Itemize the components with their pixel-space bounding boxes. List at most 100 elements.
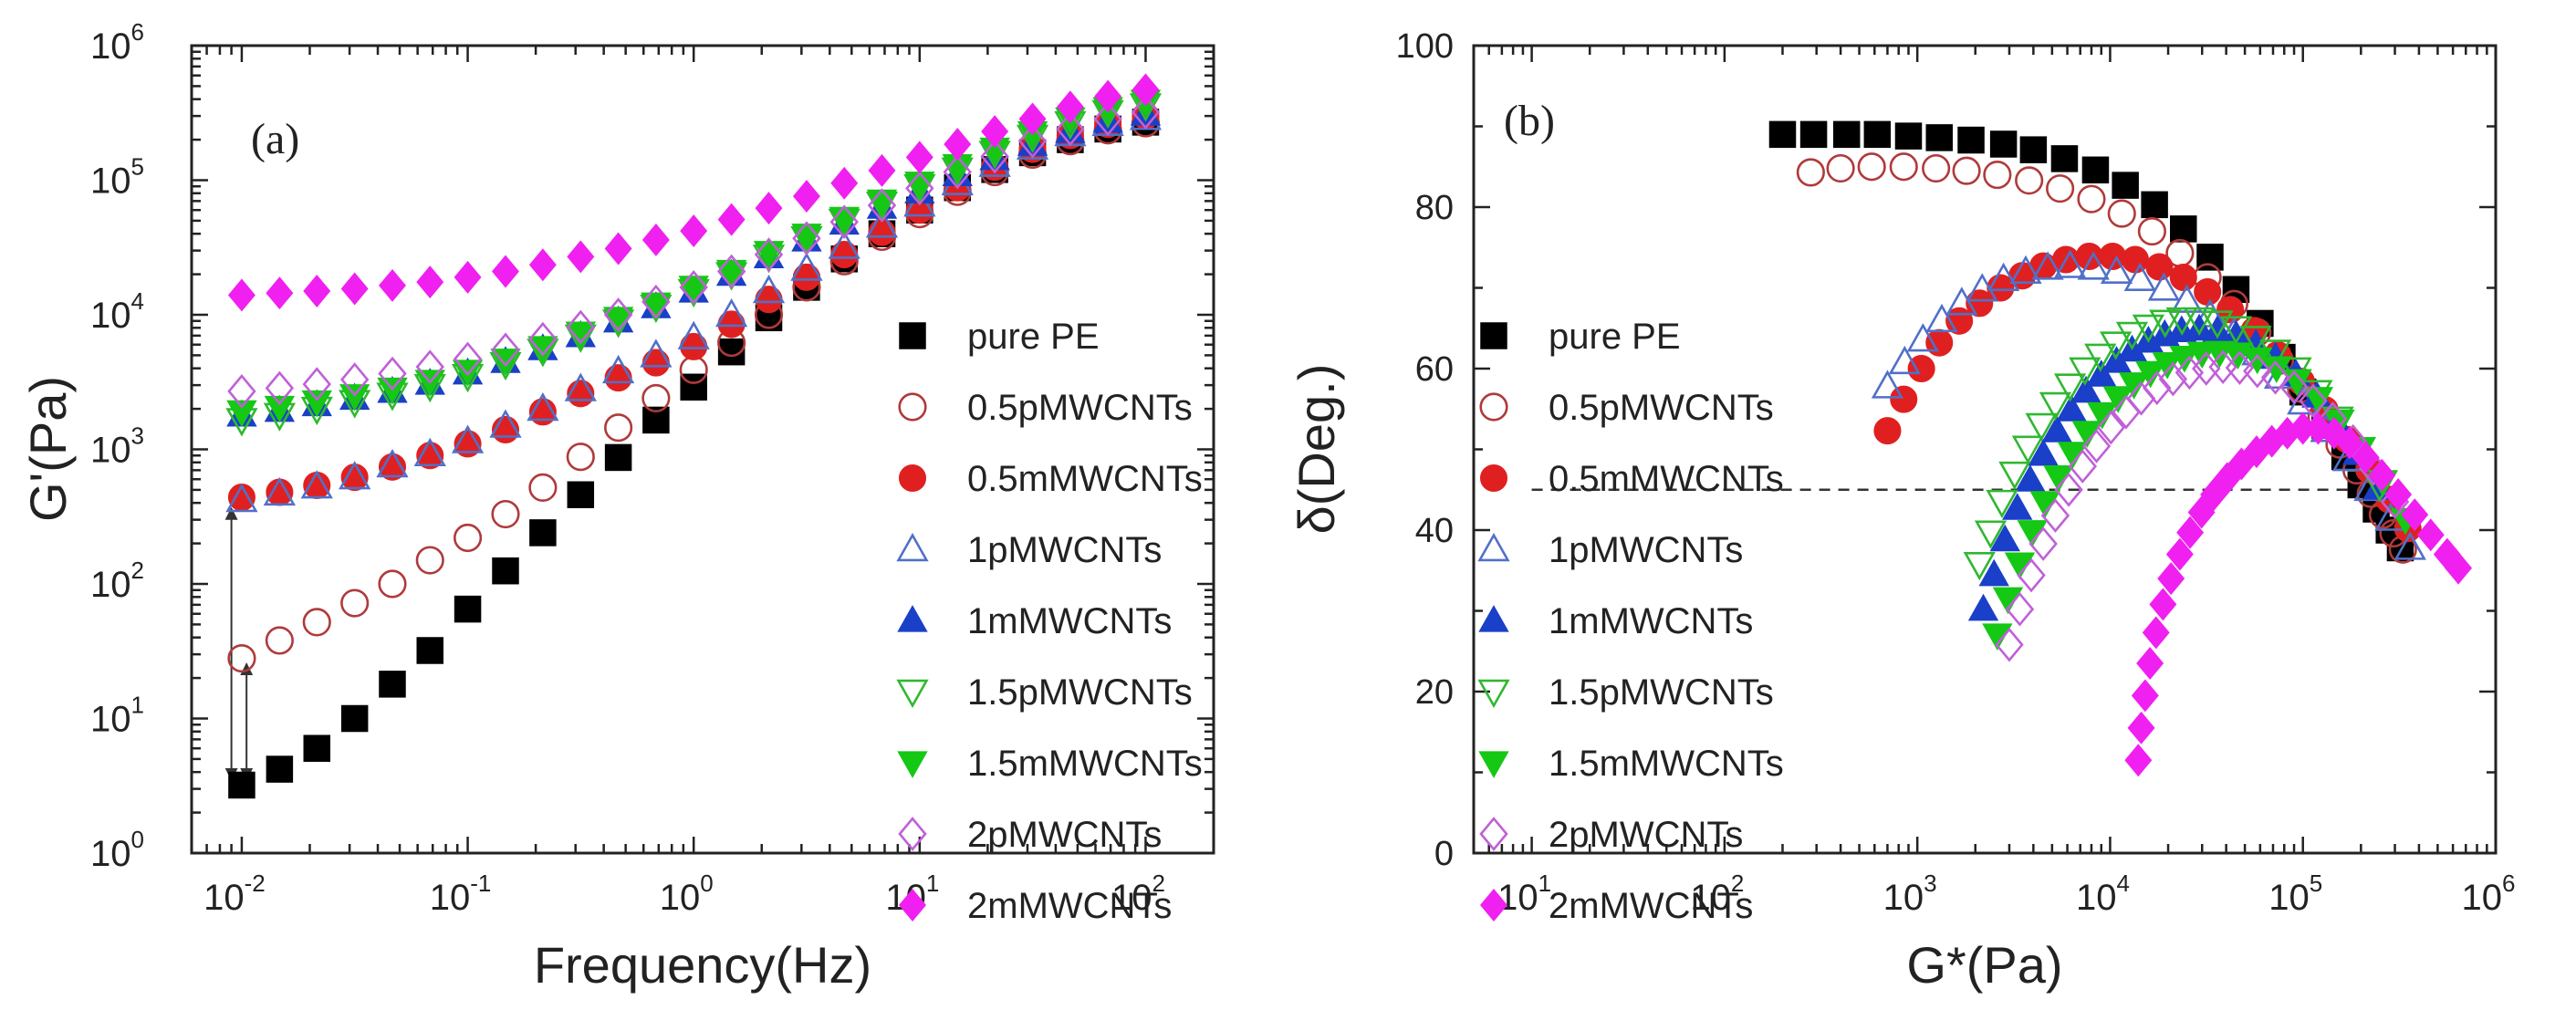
data-point xyxy=(492,557,519,585)
data-point xyxy=(226,400,257,428)
y-tick-label: 100 xyxy=(1396,27,1454,66)
legend-marker xyxy=(1479,817,1508,851)
data-point xyxy=(828,230,860,259)
data-point xyxy=(1989,524,2020,552)
data-point xyxy=(416,637,443,664)
y-tick-base: 10 xyxy=(90,161,131,202)
x-tick-base: 10 xyxy=(1111,878,1152,918)
x-tick-exponent: 1 xyxy=(1538,870,1551,897)
data-point xyxy=(641,223,670,256)
x-tick-label: 102 xyxy=(1690,870,1744,918)
legend-label: pure PE xyxy=(967,317,1100,357)
data-point xyxy=(868,153,896,187)
y-tick-exponent: 2 xyxy=(131,557,144,584)
y-tick-label: 101 xyxy=(90,692,144,740)
data-point xyxy=(2169,263,2197,292)
legend-label: 0.5pMWCNTs xyxy=(1549,388,1774,428)
legend-label: 1.5mMWCNTs xyxy=(967,744,1203,784)
data-point xyxy=(1018,102,1047,136)
y-tick-label: 100 xyxy=(90,826,144,874)
legend-label: 0.5mMWCNTs xyxy=(1549,459,1784,499)
data-point xyxy=(829,204,859,240)
data-point xyxy=(227,643,256,673)
data-point xyxy=(1796,158,1825,187)
legend-marker xyxy=(897,605,928,632)
data-point xyxy=(641,284,671,319)
data-point xyxy=(2336,426,2364,460)
data-point xyxy=(2187,495,2216,529)
y-tick-exponent: 1 xyxy=(131,692,144,719)
data-point xyxy=(263,476,296,506)
y-tick-base: 10 xyxy=(90,565,131,605)
data-point xyxy=(790,252,823,281)
legend-label: 1mMWCNTs xyxy=(967,601,1172,641)
data-point xyxy=(340,704,369,733)
y-tick-label: 102 xyxy=(90,557,144,605)
data-point xyxy=(1974,520,2008,549)
data-point xyxy=(2112,172,2139,199)
data-point xyxy=(413,437,446,467)
data-point xyxy=(2194,277,2222,306)
data-point xyxy=(378,569,407,599)
x-tick-base: 10 xyxy=(2462,878,2503,918)
data-point xyxy=(2121,245,2150,274)
data-point xyxy=(225,484,258,513)
data-point xyxy=(2081,429,2112,463)
data-point xyxy=(981,115,1009,149)
data-point xyxy=(567,240,595,274)
data-point xyxy=(2028,438,2059,466)
x-tick-exponent: 4 xyxy=(2116,870,2129,897)
data-point xyxy=(2046,174,2075,203)
data-point xyxy=(491,499,520,529)
data-point xyxy=(2239,326,2272,355)
data-point xyxy=(529,519,557,547)
data-point xyxy=(2019,136,2048,163)
data-point xyxy=(717,203,746,236)
data-point xyxy=(2157,562,2185,596)
y-tick-label: 0 xyxy=(1434,835,1454,873)
data-point xyxy=(2158,361,2188,397)
legend-marker xyxy=(1479,392,1508,422)
legend: pure PE 0.5pMWCNTs 0.5mMWCNTs 1pMWCNTs 1mMWC… xyxy=(896,317,1203,926)
x-tick-base: 10 xyxy=(660,878,701,918)
data-point xyxy=(2137,216,2166,246)
legend-label: 0.5mMWCNTs xyxy=(967,459,1203,499)
x-tick-base: 10 xyxy=(2076,878,2117,918)
data-point xyxy=(415,349,444,384)
legend-label: pure PE xyxy=(1549,317,1681,357)
y-tick-exponent: 6 xyxy=(131,18,144,46)
legend-label: 1pMWCNTs xyxy=(967,530,1162,570)
data-point xyxy=(264,395,296,423)
data-point xyxy=(2194,298,2227,328)
y-tick-label: 103 xyxy=(90,422,144,471)
data-point xyxy=(564,372,597,401)
data-point xyxy=(2416,518,2445,552)
y-tick-base: 10 xyxy=(90,700,131,740)
data-point xyxy=(1987,262,2020,291)
data-point xyxy=(2011,435,2045,464)
data-point xyxy=(1056,90,1084,124)
data-point xyxy=(2184,313,2215,341)
data-point xyxy=(1907,354,1935,383)
data-point xyxy=(1945,286,1978,316)
legend-marker xyxy=(1478,751,1509,778)
y-tick-exponent: 3 xyxy=(131,422,144,450)
data-point xyxy=(302,608,331,637)
legend-label: 2pMWCNTs xyxy=(967,815,1162,855)
data-point xyxy=(680,214,708,248)
data-point xyxy=(2145,253,2174,281)
data-point xyxy=(2200,478,2228,512)
data-point xyxy=(2225,350,2255,385)
data-point xyxy=(679,270,708,305)
data-point xyxy=(300,470,333,499)
x-tick-base: 10 xyxy=(430,878,471,918)
x-tick-exponent: 5 xyxy=(2310,870,2322,897)
data-point xyxy=(2118,372,2150,400)
legend-marker xyxy=(898,817,927,851)
y-tick-exponent: 0 xyxy=(131,826,144,853)
data-point xyxy=(2015,166,2044,195)
data-point xyxy=(2170,215,2197,243)
data-point xyxy=(980,139,1009,174)
data-point xyxy=(340,588,370,618)
data-point xyxy=(2100,331,2133,360)
